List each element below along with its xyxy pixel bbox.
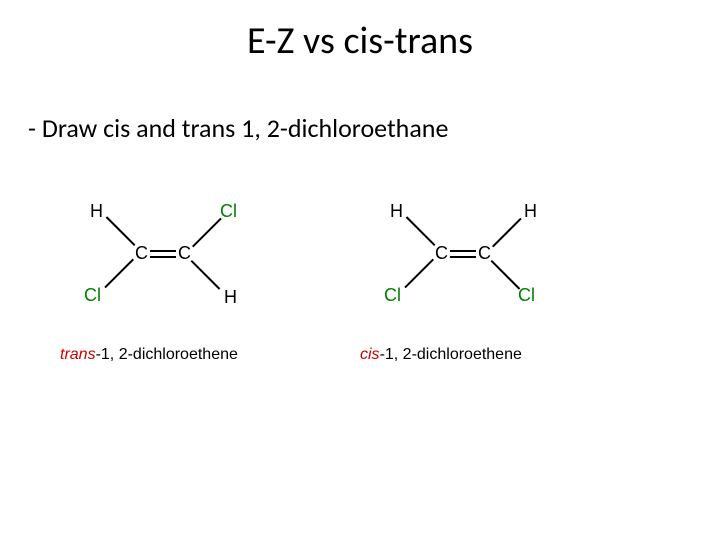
- atom-label: C: [478, 244, 491, 262]
- bond: [191, 260, 220, 289]
- molecule-caption: trans-1, 2-dichloroethene: [60, 346, 320, 364]
- molecule-cis: H H Cl Cl C C cis-1, 2-dichloroethene: [360, 190, 620, 420]
- atom-label: H: [90, 202, 103, 220]
- compound-name: -1, 2-dichloroethene: [96, 346, 238, 363]
- bond: [405, 259, 434, 288]
- bond: [492, 218, 521, 247]
- bond: [106, 217, 135, 246]
- isomer-prefix: cis: [360, 346, 380, 363]
- double-bond: [450, 256, 476, 258]
- compound-name: -1, 2-dichloroethene: [380, 346, 522, 363]
- atom-label: H: [224, 288, 237, 306]
- bond: [406, 217, 435, 246]
- molecule-caption: cis-1, 2-dichloroethene: [360, 346, 620, 364]
- slide: E-Z vs cis-trans - Draw cis and trans 1,…: [0, 0, 720, 540]
- atom-label: Cl: [384, 286, 401, 304]
- slide-subtitle: - Draw cis and trans 1, 2-dichloroethane: [28, 112, 448, 144]
- double-bond: [150, 256, 176, 258]
- molecule-trans: H Cl Cl H C C trans-1, 2-dichloroethene: [60, 190, 320, 420]
- double-bond: [150, 250, 176, 252]
- molecules-area: H Cl Cl H C C trans-1, 2-dichloroethene …: [60, 190, 660, 420]
- atom-label: C: [178, 244, 191, 262]
- atom-label: C: [435, 244, 448, 262]
- slide-title: E-Z vs cis-trans: [0, 18, 720, 64]
- isomer-prefix: trans: [60, 346, 96, 363]
- bond: [192, 218, 221, 247]
- double-bond: [450, 250, 476, 252]
- atom-label: Cl: [518, 286, 535, 304]
- bond: [105, 259, 134, 288]
- atom-label: H: [524, 202, 537, 220]
- atom-label: Cl: [84, 286, 101, 304]
- atom-label: C: [135, 244, 148, 262]
- bond: [491, 260, 520, 289]
- atom-label: Cl: [220, 202, 237, 220]
- atom-label: H: [390, 202, 403, 220]
